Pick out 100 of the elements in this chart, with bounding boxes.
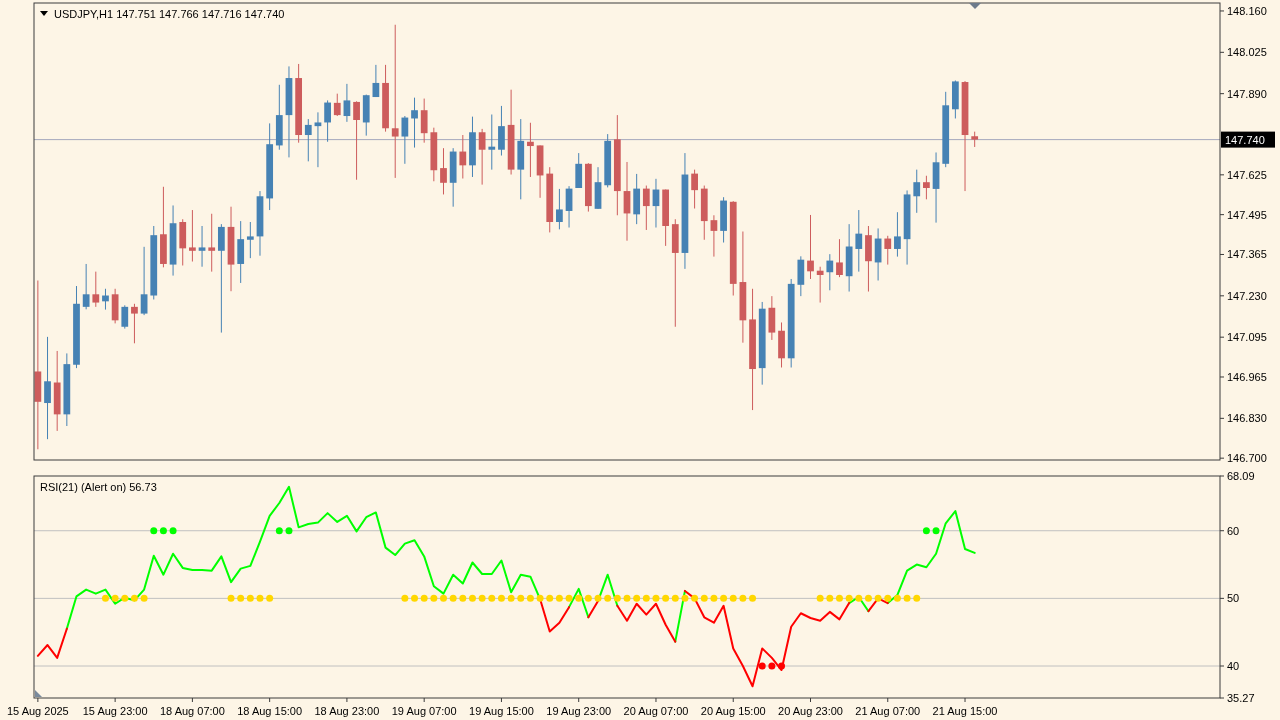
point [691, 594, 699, 602]
point [594, 594, 602, 602]
point [642, 594, 650, 602]
point [517, 594, 525, 602]
y-tick-label: 147.365 [1227, 248, 1267, 261]
point [662, 594, 670, 602]
point [468, 594, 476, 602]
point [700, 594, 708, 602]
y-tick-label: 147.230 [1227, 289, 1267, 302]
point [874, 594, 882, 602]
point [758, 662, 766, 670]
candlestick [324, 99, 331, 143]
point [932, 527, 940, 535]
point [816, 594, 824, 602]
candlestick [314, 111, 322, 168]
x-tick-label: 15 Aug 23:00 [82, 705, 148, 717]
candlestick [836, 238, 843, 278]
point [778, 662, 786, 670]
point [565, 594, 573, 602]
point [101, 594, 109, 602]
y-tick-label: 40 [1227, 660, 1240, 673]
candlestick [556, 188, 563, 230]
point [835, 594, 843, 602]
point [130, 594, 138, 602]
point [903, 594, 911, 602]
point [739, 594, 747, 602]
x-tick-label: 19 Aug 07:00 [391, 705, 457, 717]
point [159, 527, 167, 535]
x-tick-label: 19 Aug 15:00 [469, 705, 534, 717]
candlestick [527, 122, 534, 178]
y-tick-label: 146.830 [1227, 412, 1267, 425]
point [575, 594, 583, 602]
candlestick [459, 134, 467, 180]
point [584, 594, 592, 602]
point [671, 594, 679, 602]
candlestick [82, 263, 90, 310]
x-tick-label: 15 Aug 2025 [6, 705, 69, 717]
candlestick [246, 221, 254, 259]
x-tick-label: 21 Aug 07:00 [855, 705, 921, 717]
text: USDJPY,H1 147.751 147.766 147.716 147.740 [54, 8, 285, 20]
point [913, 594, 921, 602]
candlestick [208, 213, 216, 273]
point [546, 594, 554, 602]
point [150, 527, 158, 535]
x-tick-label: 20 Aug 07:00 [623, 705, 689, 717]
candlestick [913, 169, 921, 214]
candlestick [391, 24, 399, 179]
point [246, 594, 254, 602]
ref-line-label: 147.740 [1225, 133, 1265, 146]
point [864, 594, 872, 602]
candlestick [333, 93, 341, 117]
point [488, 594, 496, 602]
point [884, 594, 892, 602]
candlestick [44, 336, 51, 440]
point [121, 594, 129, 602]
point [652, 594, 660, 602]
point [855, 594, 863, 602]
candlestick [884, 235, 892, 266]
point [623, 594, 631, 602]
x-tick-label: 20 Aug 15:00 [700, 705, 766, 717]
point [478, 594, 486, 602]
point [555, 594, 563, 602]
x-tick-label: 18 Aug 15:00 [237, 705, 303, 717]
point [710, 594, 718, 602]
point [497, 594, 505, 602]
candlestick [807, 214, 814, 280]
candlestick [140, 246, 148, 316]
point [922, 527, 930, 535]
candlestick [189, 209, 196, 263]
point [536, 594, 544, 602]
y-tick-label: 50 [1227, 592, 1240, 605]
candlestick [826, 253, 834, 291]
candlestick [420, 98, 428, 144]
point [237, 594, 245, 602]
point [507, 594, 515, 602]
point [826, 594, 834, 602]
point [411, 594, 419, 602]
candlestick [304, 118, 312, 162]
point [449, 594, 457, 602]
candlestick [198, 225, 206, 268]
point [681, 594, 689, 602]
candlestick [710, 214, 718, 258]
y-tick-label: 147.625 [1227, 168, 1267, 181]
point [613, 594, 621, 602]
point [845, 594, 853, 602]
point [768, 662, 776, 670]
candlestick [121, 304, 129, 330]
candlestick [855, 209, 863, 273]
candlestick [642, 185, 650, 231]
point [729, 594, 737, 602]
point [285, 527, 293, 535]
candlestick [440, 147, 447, 195]
point [140, 594, 148, 602]
candlestick [353, 100, 360, 181]
candlestick [411, 97, 418, 149]
point [440, 594, 447, 602]
point [893, 594, 901, 602]
y-tick-label: 146.965 [1227, 370, 1267, 383]
y-tick-label: 147.095 [1227, 331, 1267, 344]
candlestick [92, 271, 100, 308]
